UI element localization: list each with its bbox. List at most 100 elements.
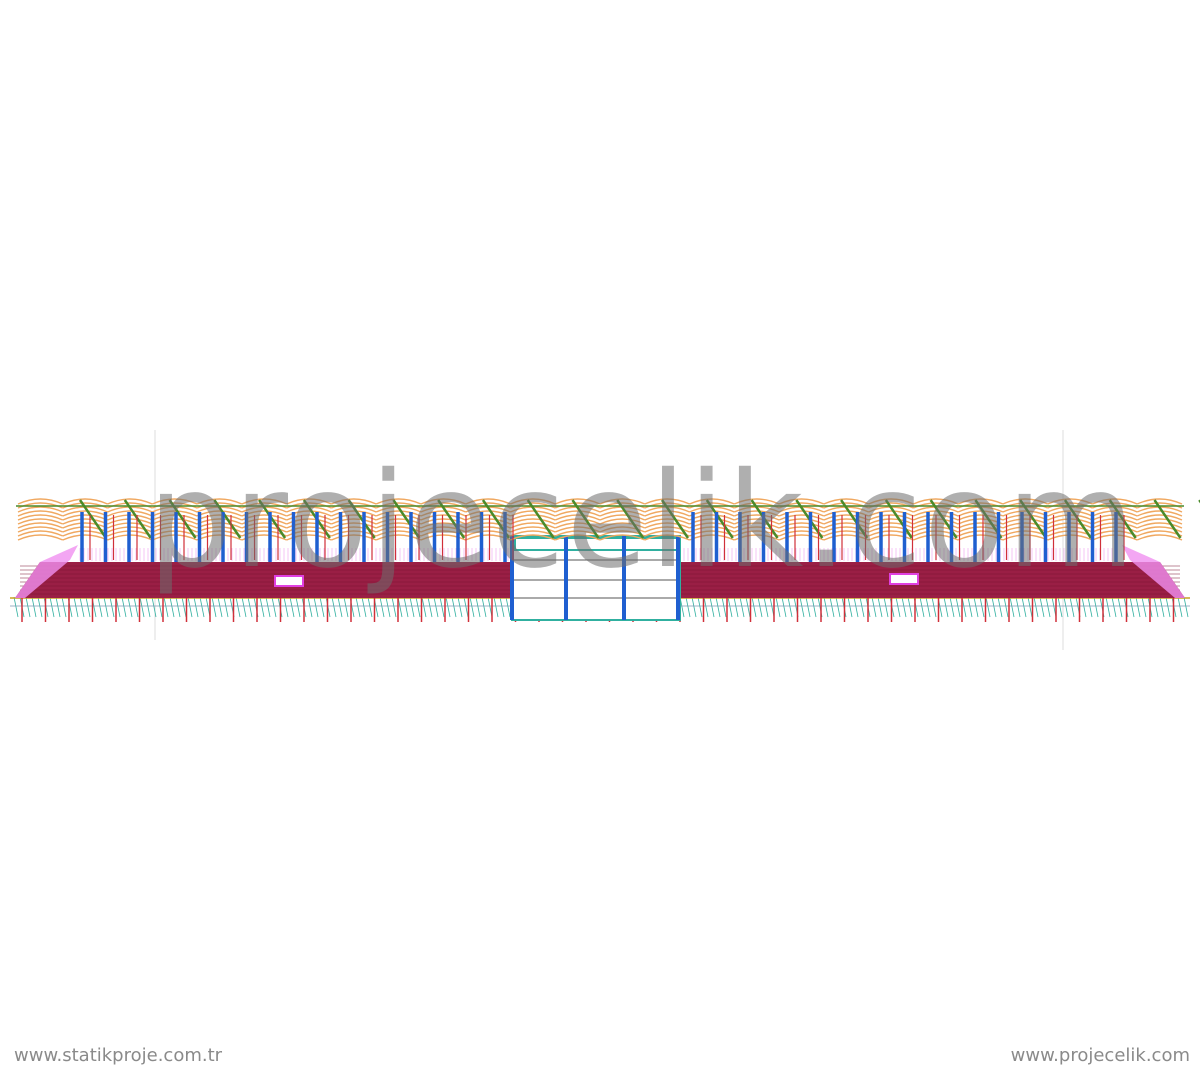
- roof-purlin: [868, 514, 914, 521]
- roof-purlin: [554, 498, 601, 505]
- substructure-member: [265, 596, 271, 618]
- roof-purlin: [465, 498, 511, 505]
- substructure-member: [133, 596, 139, 618]
- roof-purlin: [1136, 514, 1183, 521]
- substructure-member: [991, 596, 997, 618]
- substructure-member: [187, 596, 193, 618]
- roof-purlin: [1136, 518, 1183, 525]
- footer-link-statikproje[interactable]: www.statikproje.com.tr: [14, 1045, 223, 1066]
- substructure-member: [835, 596, 841, 618]
- roof-purlin: [599, 522, 646, 529]
- substructure-member: [907, 596, 913, 618]
- substructure-member: [193, 596, 199, 618]
- substructure-member: [895, 596, 901, 618]
- substructure-member: [121, 596, 127, 618]
- substructure-member: [331, 596, 337, 618]
- substructure-member: [61, 596, 67, 618]
- substructure-member: [829, 596, 835, 618]
- roof-purlin: [554, 510, 601, 517]
- substructure-member: [409, 596, 415, 618]
- roof-purlin: [510, 518, 556, 525]
- substructure-member: [943, 596, 949, 618]
- roof-purlin: [17, 530, 64, 537]
- substructure-member: [1087, 596, 1093, 618]
- roof-purlin: [554, 534, 601, 541]
- roof-purlin: [510, 514, 556, 521]
- substructure-member: [691, 596, 697, 618]
- substructure-member: [781, 596, 787, 618]
- roof-purlin: [17, 526, 64, 533]
- substructure-member: [871, 596, 877, 618]
- substructure-member: [1135, 596, 1141, 618]
- roof-purlin: [375, 510, 422, 517]
- substructure-member: [79, 596, 85, 618]
- substructure-member: [343, 596, 349, 618]
- substructure-member: [379, 596, 385, 618]
- roof-purlin: [286, 518, 332, 525]
- substructure-member: [271, 596, 277, 618]
- substructure-member: [283, 596, 289, 618]
- substructure-member: [433, 596, 439, 618]
- roof-purlin: [1047, 510, 1093, 517]
- substructure-member: [481, 596, 487, 618]
- substructure-member: [709, 596, 715, 618]
- roof-purlin: [241, 498, 287, 505]
- roof-purlin: [644, 514, 690, 521]
- roof-purlin: [957, 498, 1004, 505]
- substructure-member: [979, 596, 985, 618]
- roof-purlin: [599, 498, 646, 505]
- substructure-member: [181, 596, 187, 618]
- substructure-member: [457, 596, 463, 618]
- roof-purlin: [599, 526, 646, 533]
- roof-purlin: [17, 510, 64, 517]
- substructure-member: [1117, 596, 1123, 618]
- roof-purlin: [286, 514, 332, 521]
- substructure-member: [211, 596, 217, 618]
- roof-purlin: [554, 518, 601, 525]
- roof-purlin: [286, 510, 332, 517]
- substructure-member: [13, 596, 19, 618]
- roof-purlin: [375, 498, 422, 505]
- substructure-member: [967, 596, 973, 618]
- substructure-member: [469, 596, 475, 618]
- substructure-member: [703, 596, 709, 618]
- roof-purlin: [644, 518, 690, 525]
- roof-purlin: [823, 526, 869, 533]
- roof-purlin: [152, 498, 198, 505]
- substructure-member: [727, 596, 733, 618]
- substructure-member: [199, 596, 205, 618]
- substructure-member: [1177, 596, 1183, 618]
- roof-purlin: [420, 510, 466, 517]
- substructure-member: [1141, 596, 1147, 618]
- roof-purlin: [823, 514, 869, 521]
- roof-purlin: [778, 526, 825, 533]
- roof-purlin: [420, 518, 466, 525]
- substructure-member: [1183, 596, 1189, 618]
- substructure-member: [235, 596, 241, 618]
- roof-purlin: [331, 498, 377, 505]
- substructure-member: [145, 596, 151, 618]
- roof-purlin: [734, 534, 780, 541]
- substructure-member: [775, 596, 781, 618]
- substructure-member: [1069, 596, 1075, 618]
- substructure-member: [157, 596, 163, 618]
- substructure-member: [139, 596, 145, 618]
- substructure-member: [859, 596, 865, 618]
- substructure-member: [151, 596, 157, 618]
- roof-purlin: [1002, 498, 1048, 505]
- substructure-member: [739, 596, 745, 618]
- roof-purlin: [510, 510, 556, 517]
- watermark: projecelik.com: [148, 444, 1138, 598]
- footer-link-projecelik[interactable]: www.projecelik.com: [1010, 1045, 1190, 1066]
- substructure-member: [175, 596, 181, 618]
- substructure-member: [103, 596, 109, 618]
- substructure-member: [391, 596, 397, 618]
- roof-purlin: [644, 498, 690, 505]
- substructure-member: [949, 596, 955, 618]
- substructure-member: [55, 596, 61, 618]
- roof-purlin: [510, 522, 556, 529]
- substructure-member: [451, 596, 457, 618]
- roof-purlin: [599, 514, 646, 521]
- substructure-member: [685, 596, 691, 618]
- roof-purlin: [331, 510, 377, 517]
